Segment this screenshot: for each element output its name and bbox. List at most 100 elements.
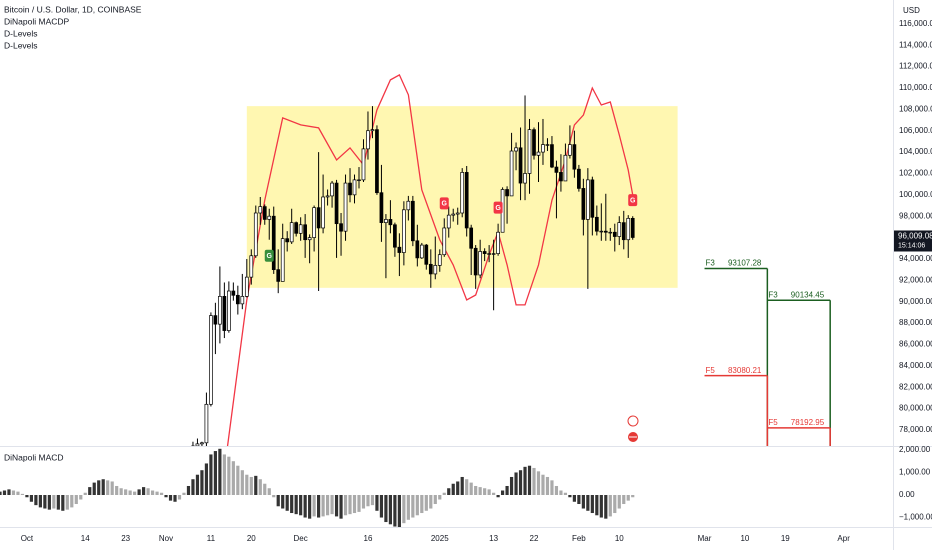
- alert-icons: [627, 415, 639, 442]
- candle-body: [258, 206, 263, 214]
- histogram-bar: [272, 495, 276, 498]
- x-tick-label: Feb: [572, 534, 586, 543]
- signal: [264, 249, 274, 262]
- x-tick-label: Dec: [294, 534, 308, 543]
- candle-body: [375, 129, 379, 194]
- x-tick-label: Apr: [837, 534, 850, 543]
- histogram-bar: [505, 485, 509, 495]
- histogram-bar: [411, 495, 415, 518]
- histogram-bar: [191, 479, 195, 495]
- candle-body: [325, 195, 330, 198]
- candle-body: [227, 290, 231, 331]
- histogram-bar: [20, 493, 25, 495]
- candle-body: [379, 192, 384, 223]
- histogram-bar: [150, 490, 155, 495]
- histogram-bar: [79, 495, 83, 500]
- histogram-bar: [451, 483, 455, 495]
- histogram-bar: [424, 495, 428, 511]
- candle-body: [312, 207, 316, 238]
- candle-body: [487, 253, 491, 255]
- histogram-bar: [168, 495, 173, 501]
- histogram-bar: [617, 495, 621, 509]
- histogram-bar: [631, 495, 635, 498]
- histogram-bar: [70, 495, 74, 508]
- histogram-bar: [527, 465, 532, 495]
- histogram-bar: [7, 489, 11, 495]
- candle-body: [621, 222, 626, 241]
- histogram-bar: [43, 495, 47, 509]
- candle-body: [523, 173, 527, 184]
- price-pane: G G G G: [191, 73, 678, 446]
- histogram-bar: [438, 495, 442, 500]
- histogram-bar: [361, 495, 366, 509]
- histogram-bar: [415, 495, 419, 516]
- candle-body: [496, 231, 500, 254]
- histogram-bar: [478, 487, 482, 495]
- candle-body: [321, 196, 325, 229]
- y-tick-label: 86,000.00: [899, 340, 932, 349]
- histogram-bar: [604, 495, 608, 519]
- y-tick-label: 78,000.00: [899, 425, 932, 434]
- histogram-bar: [379, 495, 384, 518]
- candle-body: [204, 403, 209, 444]
- candle-body: [253, 212, 258, 257]
- histogram-bar: [267, 488, 271, 495]
- last-price-label: 96,009.08: [898, 232, 932, 241]
- y-tick-label: 108,000.00: [899, 104, 932, 113]
- candle-body: [330, 182, 334, 197]
- candle-body: [222, 296, 227, 331]
- candle-body: [577, 168, 581, 189]
- signal-label: G: [267, 253, 273, 260]
- candle-body: [213, 315, 218, 325]
- histogram-bar: [613, 495, 617, 514]
- histogram-bar: [299, 495, 303, 516]
- candle-body: [271, 215, 276, 271]
- histogram-bar: [290, 495, 294, 514]
- candle-body: [509, 150, 514, 197]
- histogram-bar: [88, 487, 92, 495]
- y-tick-label: 116,000.00: [899, 19, 932, 28]
- y-tick-label: 100,000.00: [899, 190, 932, 199]
- indicator-label: D-Levels: [4, 40, 38, 50]
- histogram-bar: [38, 495, 42, 508]
- signal: [493, 201, 503, 214]
- level-name: F5: [706, 366, 716, 375]
- candle-body: [316, 207, 321, 229]
- y-tick-label: 106,000.00: [899, 126, 932, 135]
- candle-body: [388, 219, 393, 226]
- candle-body: [630, 218, 635, 238]
- candle-body: [357, 179, 361, 182]
- candle-body: [393, 224, 397, 248]
- y-tick-label: 90,000.00: [899, 297, 932, 306]
- candle-body: [280, 238, 285, 282]
- x-tick-label: 23: [121, 534, 130, 543]
- signal-label: G: [630, 198, 636, 205]
- x-tick-label: 13: [489, 534, 498, 543]
- candle-body: [433, 265, 438, 275]
- signal: [439, 197, 449, 210]
- candle-body: [442, 227, 447, 256]
- histogram-bar: [65, 495, 69, 510]
- signal: [628, 194, 638, 207]
- histogram-bar: [74, 495, 78, 505]
- symbol-title: Bitcoin / U.S. Dollar, 1D, COINBASE: [4, 4, 142, 14]
- histogram-bar: [334, 495, 339, 517]
- candle-body: [410, 200, 415, 242]
- histogram-bar: [509, 476, 514, 495]
- histogram-bar: [218, 448, 222, 495]
- candle-body: [397, 246, 402, 253]
- candle-body: [482, 251, 487, 254]
- histogram-bar: [182, 492, 186, 495]
- histogram-bar: [11, 490, 16, 495]
- candle-body: [491, 253, 496, 255]
- histogram-bar: [388, 495, 393, 525]
- histogram-bar: [245, 474, 249, 495]
- candle-body: [370, 129, 375, 132]
- level-name: F3: [768, 290, 778, 299]
- histogram-bar: [339, 495, 343, 519]
- histogram-bar: [263, 483, 267, 495]
- x-tick-label: 14: [81, 534, 90, 543]
- overlay-line: [226, 73, 634, 446]
- histogram-bar: [119, 488, 123, 495]
